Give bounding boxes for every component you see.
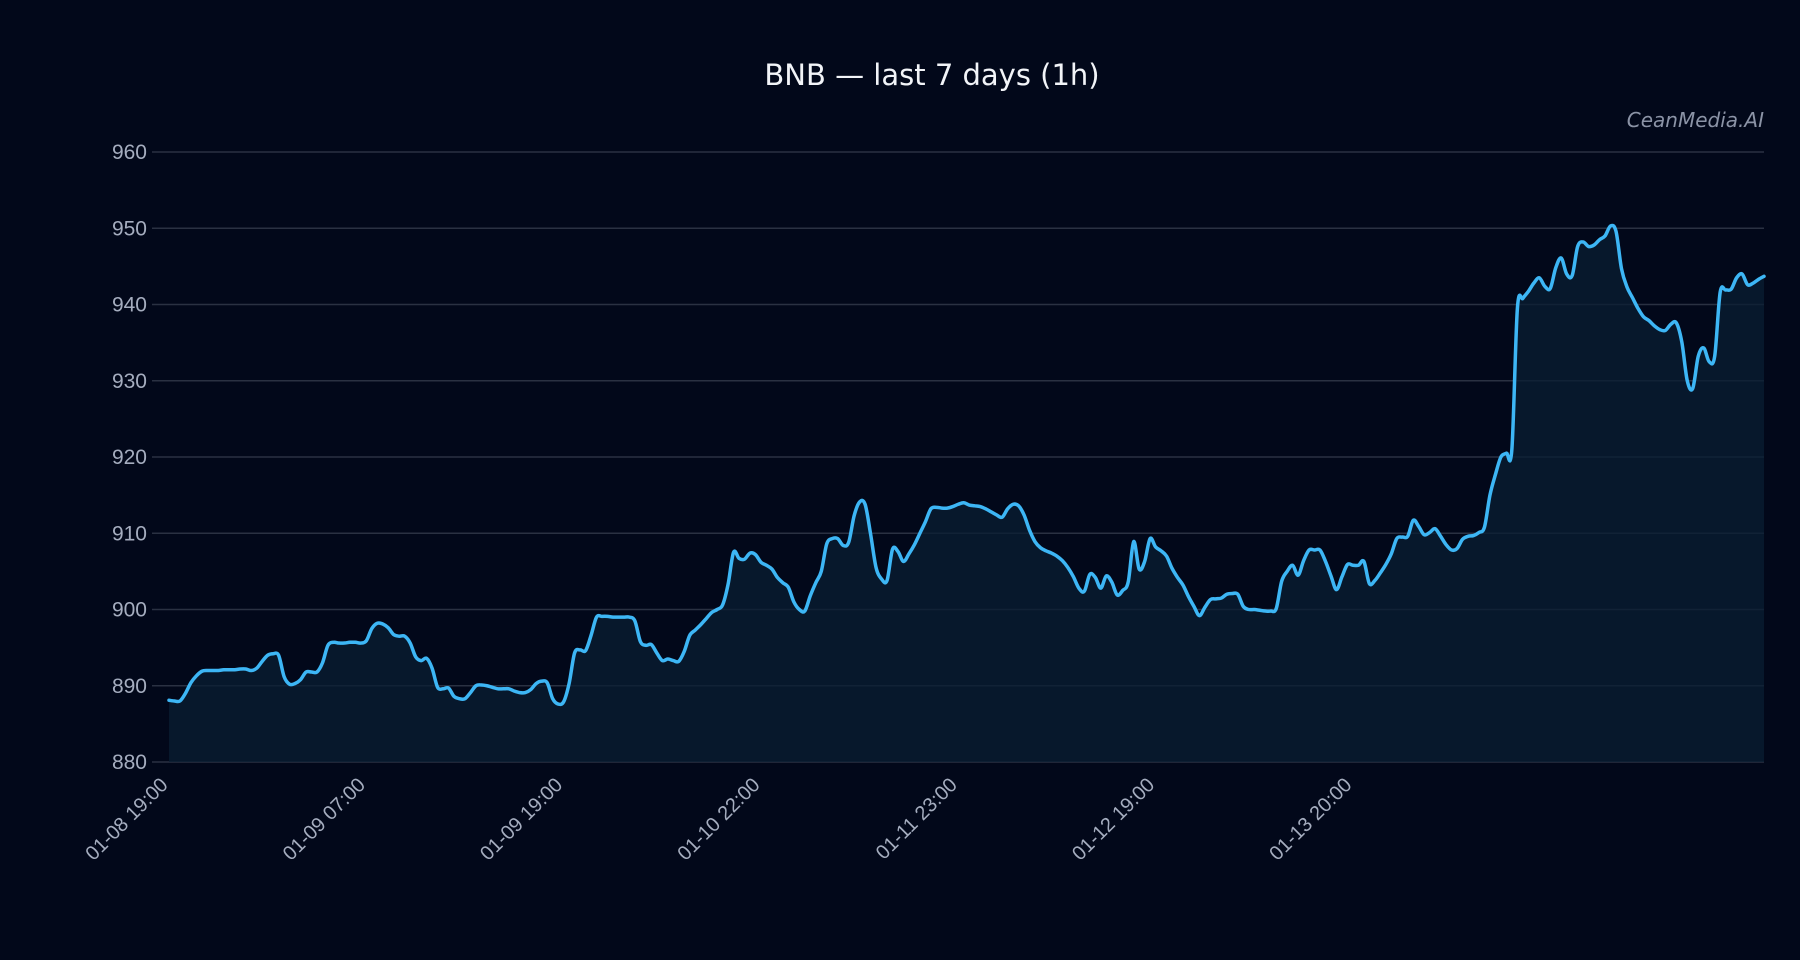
- x-tick-label: 01-12 19:00: [1068, 774, 1159, 865]
- series-line-layer: [167, 223, 1766, 707]
- y-tick-label: 890: [112, 675, 147, 698]
- watermark-text: CeanMedia.AI: [1627, 108, 1764, 132]
- area-fill-layer: [169, 225, 1764, 762]
- x-tick-label: 01-09 07:00: [279, 774, 370, 865]
- x-tick-label: 01-09 19:00: [476, 774, 567, 865]
- series-area-fill: [169, 225, 1764, 762]
- y-axis-ticks: 880 890 900 910 920 930 940 950 960: [112, 141, 147, 774]
- x-tick-label: 01-11 23:00: [872, 774, 962, 864]
- y-tick-label: 960: [112, 141, 147, 164]
- y-tick-label: 910: [112, 522, 147, 545]
- y-tick-label: 940: [112, 294, 147, 317]
- x-tick-label: 01-08 19:00: [81, 774, 172, 865]
- chart-title: BNB — last 7 days (1h): [764, 58, 1099, 92]
- x-axis-ticks: 01-08 19:00 01-09 07:00 01-09 19:00 01-10 2…: [81, 774, 1356, 865]
- price-series-line: [167, 223, 1766, 707]
- x-tick-label: 01-10 22:00: [673, 774, 764, 865]
- y-tick-label: 950: [112, 217, 147, 240]
- x-tick-label: 01-13 20:00: [1265, 774, 1356, 865]
- y-tick-label: 900: [112, 599, 147, 622]
- y-tick-label: 930: [112, 370, 147, 393]
- y-tick-label: 920: [112, 446, 147, 469]
- y-tick-label: 880: [112, 751, 147, 774]
